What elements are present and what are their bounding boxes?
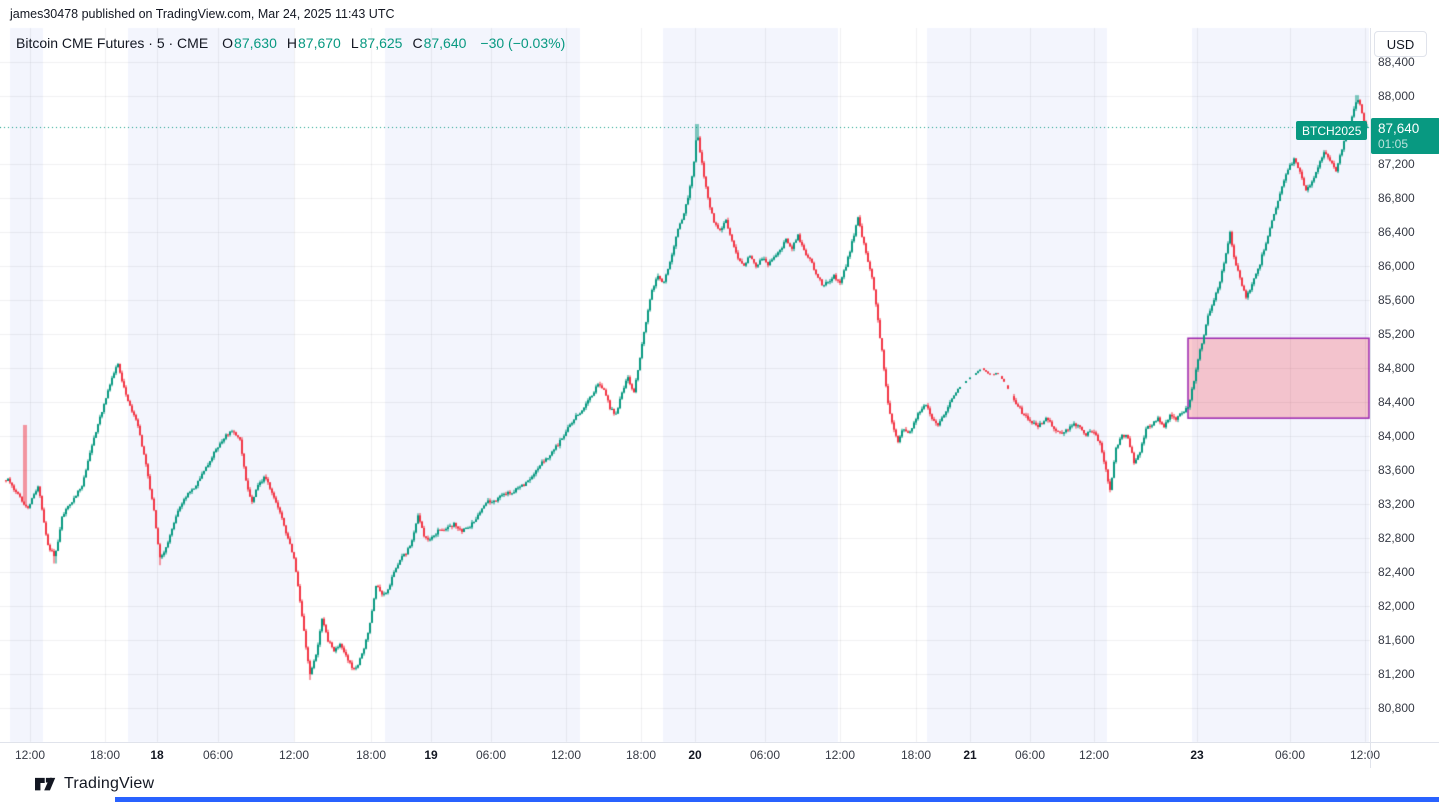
price-tick: 84,400 [1378, 395, 1415, 409]
time-tick: 20 [688, 748, 702, 762]
tradingview-logo-icon [35, 777, 56, 790]
price-tick: 83,200 [1378, 497, 1415, 511]
price-tick: 88,400 [1378, 55, 1415, 69]
price-tick: 82,800 [1378, 531, 1415, 545]
ohlc-values: O87,630 H87,670 L87,625 C87,640 [222, 35, 466, 51]
price-axis-border [1370, 28, 1371, 768]
time-tick: 18 [150, 748, 164, 762]
time-tick: 12:00 [824, 748, 856, 762]
time-tick: 21 [963, 748, 977, 762]
time-axis-border [0, 742, 1439, 743]
price-tick: 87,200 [1378, 157, 1415, 171]
time-tick: 18:00 [900, 748, 932, 762]
time-tick: 19 [424, 748, 438, 762]
bar-countdown: 01:05 [1378, 137, 1409, 151]
last-price-value: 87,640 [1378, 121, 1420, 136]
price-tick: 84,000 [1378, 429, 1415, 443]
price-tick: 82,000 [1378, 599, 1415, 613]
time-tick: 18:00 [625, 748, 657, 762]
symbol-title[interactable]: Bitcoin CME Futures · 5 · CME [16, 35, 209, 51]
price-tick: 84,800 [1378, 361, 1415, 375]
change-value: −30 (−0.03%) [480, 35, 566, 51]
price-tick: 85,600 [1378, 293, 1415, 307]
time-tick: 06:00 [202, 748, 234, 762]
time-tick: 06:00 [749, 748, 781, 762]
time-tick: 12:00 [14, 748, 46, 762]
time-tick: 18:00 [355, 748, 387, 762]
price-tick: 86,800 [1378, 191, 1415, 205]
series-badge[interactable]: BTCH2025 [1296, 121, 1368, 140]
price-tick: 80,800 [1378, 701, 1415, 715]
high-value: H87,670 [286, 35, 341, 51]
time-tick: 06:00 [1274, 748, 1306, 762]
footer-logo-row[interactable]: TradingView [35, 775, 154, 793]
time-tick: 12:00 [278, 748, 310, 762]
low-value: L87,625 [350, 35, 403, 51]
time-tick: 18:00 [89, 748, 121, 762]
time-tick: 12:00 [1078, 748, 1110, 762]
price-tick: 81,200 [1378, 667, 1415, 681]
time-tick: 06:00 [475, 748, 507, 762]
close-value: C87,640 [412, 35, 467, 51]
last-price-label: 87,640 01:05 [1371, 118, 1439, 154]
bottom-blue-bar [115, 797, 1439, 802]
chart-legend: Bitcoin CME Futures · 5 · CME O87,630 H8… [16, 35, 565, 51]
open-value: O87,630 [222, 35, 277, 51]
price-tick: 81,600 [1378, 633, 1415, 647]
time-tick: 12:00 [550, 748, 582, 762]
price-tick: 88,000 [1378, 89, 1415, 103]
tradingview-wordmark: TradingView [64, 775, 155, 792]
time-tick: 12:00 [1349, 748, 1381, 762]
currency-button[interactable]: USD [1374, 31, 1427, 57]
price-tick: 86,000 [1378, 259, 1415, 273]
attribution-text: james30478 published on TradingView.com,… [10, 7, 395, 21]
price-tick: 86,400 [1378, 225, 1415, 239]
price-tick: 82,400 [1378, 565, 1415, 579]
time-tick: 06:00 [1014, 748, 1046, 762]
time-tick: 23 [1190, 748, 1204, 762]
price-tick: 85,200 [1378, 327, 1415, 341]
price-tick: 83,600 [1378, 463, 1415, 477]
